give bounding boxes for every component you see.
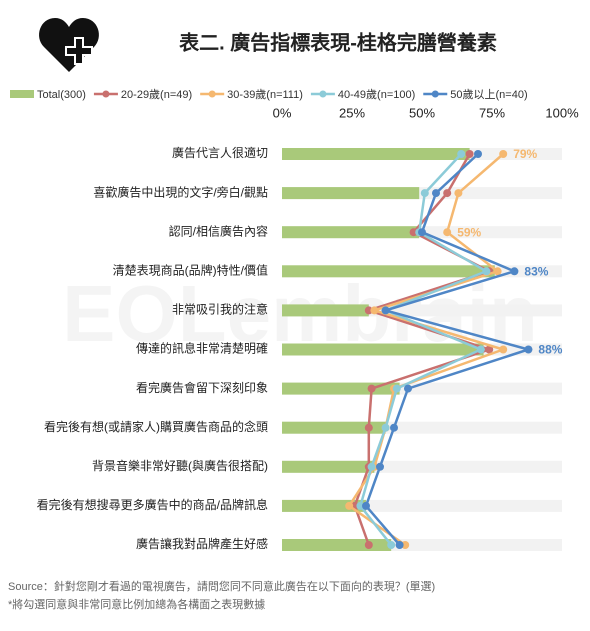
x-tick-label: 75% bbox=[479, 105, 505, 120]
legend-label: 40-49歲(n=100) bbox=[338, 87, 415, 101]
marker bbox=[367, 384, 376, 393]
marker bbox=[493, 267, 502, 276]
marker bbox=[356, 501, 365, 510]
marker bbox=[381, 306, 390, 315]
y-tick-label: 認同/相信廣告內容 bbox=[169, 223, 268, 238]
marker bbox=[395, 541, 404, 549]
marker bbox=[420, 189, 429, 198]
marker bbox=[409, 228, 418, 237]
legend-label: Total(300) bbox=[37, 89, 86, 101]
marker bbox=[476, 345, 485, 354]
bar bbox=[282, 304, 369, 317]
marker bbox=[524, 345, 533, 354]
legend-swatch bbox=[319, 90, 327, 98]
marker bbox=[499, 150, 508, 158]
y-tick-label: 背景音樂非常好聽(與廣告很搭配) bbox=[92, 458, 268, 473]
source-note: Source：針對您剛才看過的電視廣告，請問您同不同意此廣告在以下面向的表現？(… bbox=[8, 579, 435, 593]
marker bbox=[443, 189, 452, 198]
legend-swatch bbox=[102, 90, 110, 98]
marker bbox=[362, 501, 370, 510]
legend-label: 30-39歲(n=111) bbox=[227, 87, 303, 101]
y-tick-label: 喜歡廣告中出現的文字/旁白/觀點 bbox=[93, 184, 268, 199]
data-label: 79% bbox=[513, 147, 537, 161]
bar bbox=[282, 265, 495, 278]
legend-swatch bbox=[208, 90, 216, 98]
marker bbox=[418, 228, 426, 237]
bar bbox=[282, 343, 484, 356]
marker bbox=[387, 541, 396, 549]
data-label: 88% bbox=[538, 343, 562, 357]
x-tick-label: 50% bbox=[409, 105, 435, 120]
marker bbox=[482, 267, 491, 276]
y-tick-label: 看完後有想搜尋更多廣告中的商品/品牌訊息 bbox=[37, 497, 268, 512]
marker bbox=[443, 228, 452, 237]
bar bbox=[282, 539, 392, 551]
bar bbox=[282, 460, 375, 473]
legend-swatch bbox=[431, 90, 439, 98]
marker bbox=[376, 462, 384, 471]
marker bbox=[370, 306, 379, 315]
legend-label: 50歲以上(n=40) bbox=[450, 87, 527, 101]
marker bbox=[499, 345, 508, 354]
x-tick-label: 0% bbox=[273, 105, 292, 120]
marker bbox=[457, 150, 466, 158]
marker bbox=[364, 541, 373, 549]
legend-swatch bbox=[10, 90, 34, 98]
y-tick-label: 清楚表現商品(品牌)特性/價值 bbox=[113, 262, 268, 277]
y-tick-label: 看完廣告會留下深刻印象 bbox=[136, 380, 268, 395]
marker bbox=[367, 462, 376, 471]
bar bbox=[282, 148, 470, 160]
y-tick-label: 廣告讓我對品牌產生好感 bbox=[136, 536, 268, 551]
bar bbox=[282, 226, 420, 239]
y-tick-label: 看完後有想(或請家人)購買廣告商品的念頭 bbox=[44, 419, 268, 434]
marker bbox=[510, 267, 519, 276]
bar bbox=[282, 499, 366, 512]
marker bbox=[404, 384, 412, 393]
x-tick-label: 25% bbox=[339, 105, 365, 120]
legend-label: 20-29歲(n=49) bbox=[121, 87, 192, 101]
y-tick-label: 非常吸引我的注意 bbox=[172, 302, 268, 317]
x-tick-label: 100% bbox=[545, 105, 579, 120]
y-tick-label: 廣告代言人很適切 bbox=[172, 145, 268, 160]
chart-title: 表二. 廣告指標表現-桂格完膳營養素 bbox=[179, 30, 497, 54]
marker bbox=[454, 189, 463, 198]
marker bbox=[381, 423, 390, 432]
bar bbox=[282, 421, 386, 434]
logo-icon bbox=[39, 18, 99, 72]
marker bbox=[432, 189, 440, 198]
marker bbox=[474, 150, 482, 158]
marker bbox=[392, 384, 401, 393]
marker bbox=[364, 306, 373, 315]
marker bbox=[345, 501, 354, 510]
marker bbox=[364, 423, 373, 432]
footnote: *將勾選同意與非常同意比例加總為各構面之表現數據 bbox=[8, 597, 265, 611]
marker bbox=[390, 423, 398, 432]
y-tick-label: 傳達的訊息非常清楚明確 bbox=[136, 341, 268, 356]
data-label: 83% bbox=[524, 264, 548, 278]
marker bbox=[465, 150, 474, 158]
data-label: 59% bbox=[457, 225, 481, 239]
marker bbox=[485, 345, 494, 354]
bar bbox=[282, 187, 420, 200]
marker bbox=[401, 541, 410, 549]
